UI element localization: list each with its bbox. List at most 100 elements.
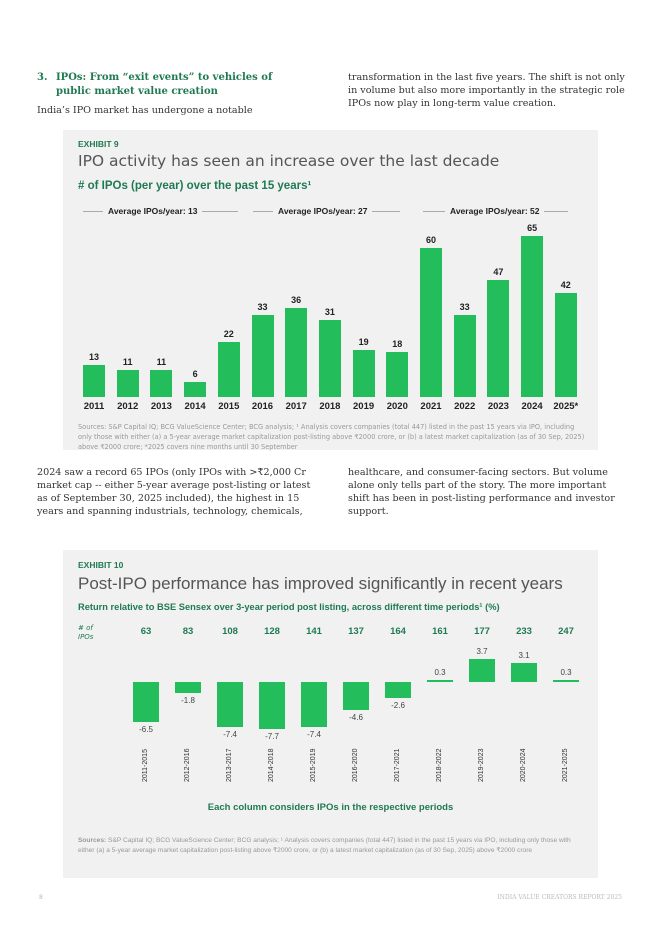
x-tick-label: 2011: [83, 401, 105, 412]
x-tick-label: 2012-2016: [184, 748, 191, 782]
x-tick-label: 2021-2025: [562, 748, 569, 782]
data-label: 60: [425, 235, 437, 246]
bar: [385, 682, 411, 698]
x-tick-label: 2019-2023: [478, 748, 485, 782]
x-tick-label: 2021: [420, 401, 442, 412]
bar: [521, 235, 544, 397]
x-tick-label: 2022: [454, 401, 476, 412]
bar: [116, 369, 139, 397]
exhibit-9: EXHIBIT 9 IPO activity has seen an incre…: [63, 130, 598, 451]
x-tick-label: 2015-2019: [310, 748, 317, 782]
data-label: -7.4: [223, 730, 237, 740]
ipo-count: 141: [306, 626, 322, 637]
bar: [301, 682, 327, 728]
bar: [352, 349, 375, 397]
exhibit-title: IPO activity has seen an increase over t…: [78, 152, 500, 170]
section-heading: 3. IPOs: From “exit events” to vehicles o…: [37, 72, 273, 97]
data-label: 33: [257, 302, 268, 313]
x-tick-label: 2016-2020: [352, 748, 359, 782]
paragraph: transformation in the last five years. T…: [348, 72, 625, 109]
average-label: Average IPOs/year: 13: [78, 206, 243, 216]
ipo-count: 108: [222, 626, 238, 637]
ipo-count: 128: [264, 626, 280, 637]
x-tick-label: 2016: [251, 401, 274, 412]
data-label: -6.5: [139, 724, 153, 734]
ipo-count: 177: [474, 626, 490, 637]
ipo-count: 83: [182, 626, 194, 637]
x-tick-label: 2017-2021: [394, 748, 401, 782]
bar: [150, 369, 173, 397]
chart-footer: Each column considers IPOs in the respec…: [207, 802, 454, 813]
x-tick-label: 2013: [150, 401, 172, 412]
bar: [285, 307, 308, 397]
data-label: 6: [192, 369, 198, 380]
bar: [133, 682, 159, 722]
x-tick-label: 2014: [184, 401, 206, 412]
exhibit-10: EXHIBIT 10 Post-IPO performance has impr…: [63, 550, 598, 878]
x-tick-label: 2020-2024: [520, 748, 527, 782]
exhibit-label: EXHIBIT 10: [78, 560, 124, 570]
paragraph: 2024 saw a record 65 IPOs (only IPOs wit…: [37, 467, 311, 517]
bar: [318, 320, 341, 397]
data-label: -1.8: [181, 695, 195, 705]
bar: [175, 682, 201, 693]
data-label: 0.3: [434, 668, 446, 678]
x-tick-label: 2020: [386, 401, 408, 412]
bar: [453, 315, 476, 397]
bar: [343, 682, 369, 711]
data-label: -7.7: [265, 731, 279, 741]
data-label: 0.3: [560, 668, 572, 678]
exhibit-title: Post-IPO performance has improved signif…: [78, 574, 563, 593]
data-label: 11: [156, 356, 167, 367]
sources-note: Sources: S&P Capital IQ; BCG ValueScienc…: [78, 423, 585, 451]
bar: [511, 663, 537, 682]
data-label: 11: [122, 356, 133, 367]
x-tick-label: 2013-2017: [226, 748, 233, 782]
bar: [217, 682, 243, 728]
exhibit-label: EXHIBIT 9: [78, 139, 119, 149]
data-label: 65: [527, 222, 538, 233]
data-label: -2.6: [391, 700, 405, 710]
bar: [83, 364, 105, 397]
ipo-count: 247: [558, 626, 574, 637]
x-tick-label: 2025*: [553, 401, 579, 412]
data-label: 31: [324, 307, 335, 318]
paragraph: healthcare, and consumer-facing sectors.…: [348, 467, 615, 517]
bar: [251, 315, 274, 397]
bar: [386, 352, 409, 397]
average-label: Average IPOs/year: 52: [418, 206, 573, 216]
chart-subtitle: Return relative to BSE Sensex over 3-yea…: [78, 602, 500, 612]
x-tick-label: 2018: [319, 401, 341, 412]
count-label: # of IPOs: [78, 624, 94, 641]
x-tick-label: 2015: [218, 401, 240, 412]
data-label: 22: [223, 329, 234, 340]
data-label: -7.4: [307, 730, 321, 740]
data-label: 36: [291, 294, 302, 305]
x-tick-label: 2018-2022: [436, 748, 443, 782]
data-label: 42: [560, 279, 571, 290]
chart-subtitle: # of IPOs (per year) over the past 15 ye…: [78, 180, 312, 192]
bar: [554, 292, 577, 397]
data-label: 13: [88, 351, 100, 362]
data-label: 19: [358, 336, 369, 347]
x-tick-label: 2012: [117, 401, 139, 412]
paragraph: India’s IPO market has undergone a notab…: [37, 105, 253, 116]
bar: [553, 680, 579, 682]
report-name: INDIA VALUE CREATORS REPORT 2025: [497, 894, 622, 901]
ipo-count: 233: [516, 626, 532, 637]
x-tick-label: 2011-2015: [142, 749, 149, 782]
bar: [259, 682, 285, 729]
ipo-count: 164: [390, 626, 406, 637]
data-label: 47: [493, 267, 504, 278]
x-tick-label: 2014-2018: [268, 748, 275, 782]
bar: [184, 382, 207, 397]
average-label: Average IPOs/year: 27: [248, 206, 405, 216]
page-number: 8: [39, 894, 43, 901]
bar: [420, 248, 442, 397]
sources-note: Sources: S&P Capital IQ; BCG ValueScienc…: [78, 837, 571, 854]
bar: [487, 280, 510, 397]
x-tick-label: 2019: [353, 401, 375, 412]
data-label: 33: [459, 302, 470, 313]
x-tick-label: 2017: [285, 401, 307, 412]
data-label: 18: [392, 339, 403, 350]
